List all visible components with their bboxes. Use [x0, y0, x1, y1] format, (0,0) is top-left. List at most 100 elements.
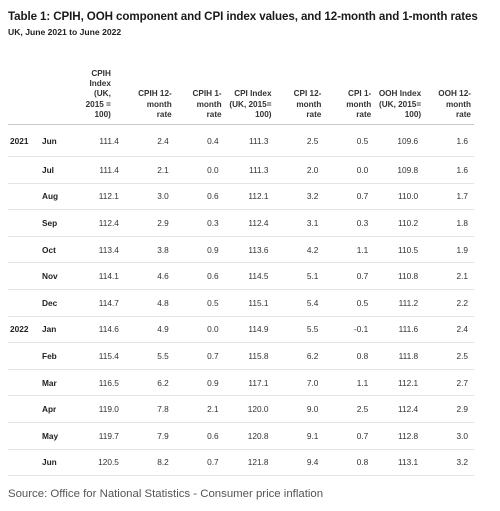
column-header: CPIH 12- month rate: [124, 58, 175, 125]
column-header-line: 100): [404, 109, 422, 119]
value-cell: 0.6: [174, 422, 225, 450]
value-cell: 115.8: [224, 342, 275, 370]
value-cell: 110.2: [374, 209, 425, 237]
source-note: Source: Office for National Statistics -…: [8, 488, 324, 500]
year-cell: 2022: [8, 315, 40, 344]
value-cell: 111.2: [374, 289, 425, 317]
value-cell: 111.3: [224, 124, 275, 157]
value-cell: 0.5: [324, 124, 375, 157]
value-cell: 112.1: [224, 183, 275, 211]
table-row: Jun 120.5 8.2 0.7 121.8 9.4 0.8 113.1 3.2: [8, 449, 474, 477]
month-cell: Mar: [40, 369, 75, 397]
column-header-line: (UK,: [94, 89, 111, 99]
year-cell: [8, 422, 40, 450]
column-header: CPIH 1- month rate: [174, 58, 225, 125]
table-row: Mar 116.5 6.2 0.9 117.1 7.0 1.1 112.1 2.7: [8, 369, 474, 397]
month-cell: Apr: [40, 395, 75, 423]
value-cell: 4.9: [124, 315, 175, 344]
value-cell: 0.0: [324, 156, 375, 184]
column-header-line: Index: [89, 79, 111, 89]
column-header-line: CPI 1-: [348, 89, 372, 99]
value-cell: 1.9: [424, 236, 474, 264]
header-month: [40, 58, 75, 125]
value-cell: 0.0: [174, 156, 225, 184]
value-cell: 2.4: [124, 124, 175, 157]
value-cell: 121.8: [224, 449, 275, 477]
table-row: Apr 119.0 7.8 2.1 120.0 9.0 2.5 112.4 2.9: [8, 395, 474, 423]
month-cell: Jul: [40, 156, 75, 184]
value-cell: 111.3: [224, 156, 275, 184]
value-cell: 2.7: [424, 369, 474, 397]
value-cell: 2.4: [424, 315, 474, 344]
value-cell: 7.9: [124, 422, 175, 450]
value-cell: 112.4: [374, 395, 425, 423]
value-cell: 112.1: [75, 183, 125, 211]
column-header-line: CPIH 1-: [192, 89, 222, 99]
value-cell: 114.5: [224, 262, 275, 290]
value-cell: 114.1: [75, 262, 125, 290]
value-cell: 3.2: [274, 183, 325, 211]
header-year: [8, 58, 40, 125]
value-cell: 0.8: [324, 342, 375, 370]
column-header-line: rate: [455, 109, 471, 119]
value-cell: 7.8: [124, 395, 175, 423]
column-header-line: CPI Index: [234, 89, 272, 99]
column-header: OOH 12- month rate: [424, 58, 474, 125]
table-row: Jul 111.4 2.1 0.0 111.3 2.0 0.0 109.8 1.6: [8, 156, 474, 184]
value-cell: 0.9: [174, 236, 225, 264]
value-cell: 2.5: [324, 395, 375, 423]
inflation-table: CPIH Index (UK, 2015 = 100) CPIH 12- month rate…: [8, 58, 474, 477]
year-cell: [8, 369, 40, 397]
value-cell: 120.8: [224, 422, 275, 450]
value-cell: 0.6: [174, 183, 225, 211]
value-cell: 109.8: [374, 156, 425, 184]
column-header: CPI 12- month rate: [274, 58, 325, 125]
value-cell: 114.7: [75, 289, 125, 317]
year-cell: [8, 449, 40, 477]
value-cell: 119.0: [75, 395, 125, 423]
year-cell: 2021: [8, 124, 40, 157]
value-cell: 7.0: [274, 369, 325, 397]
value-cell: 112.4: [75, 209, 125, 237]
column-header-line: 2015 =: [85, 99, 111, 109]
table-row: 2021 Jun 111.4 2.4 0.4 111.3 2.5 0.5 109.6 1.6: [8, 124, 474, 157]
year-cell: [8, 209, 40, 237]
month-cell: Dec: [40, 289, 75, 317]
value-cell: 9.0: [274, 395, 325, 423]
table-row: Feb 115.4 5.5 0.7 115.8 6.2 0.8 111.8 2.5: [8, 342, 474, 370]
value-cell: 3.8: [124, 236, 175, 264]
value-cell: 2.5: [274, 124, 325, 157]
column-header-line: CPIH: [91, 68, 111, 78]
table-row: May 119.7 7.9 0.6 120.8 9.1 0.7 112.8 3.0: [8, 422, 474, 450]
year-cell: [8, 156, 40, 184]
value-cell: 4.6: [124, 262, 175, 290]
value-cell: 0.5: [174, 289, 225, 317]
value-cell: 114.9: [224, 315, 275, 344]
column-header-line: month: [346, 99, 372, 109]
value-cell: 117.1: [224, 369, 275, 397]
value-cell: -0.1: [324, 315, 375, 344]
value-cell: 111.4: [75, 156, 125, 184]
value-cell: 116.5: [75, 369, 125, 397]
value-cell: 0.7: [324, 422, 375, 450]
year-cell: [8, 395, 40, 423]
value-cell: 1.6: [424, 156, 474, 184]
column-header-line: OOH Index: [378, 89, 422, 99]
column-header-line: 100): [255, 109, 272, 119]
value-cell: 3.1: [274, 209, 325, 237]
month-cell: Nov: [40, 262, 75, 290]
year-cell: [8, 236, 40, 264]
column-header-line: rate: [306, 109, 322, 119]
value-cell: 1.8: [424, 209, 474, 237]
column-header: OOH Index (UK, 2015= 100): [374, 58, 425, 125]
value-cell: 113.6: [224, 236, 275, 264]
value-cell: 2.1: [424, 262, 474, 290]
column-header-line: rate: [156, 109, 172, 119]
value-cell: 115.4: [75, 342, 125, 370]
value-cell: 2.0: [274, 156, 325, 184]
table-title: Table 1: CPIH, OOH component and CPI ind…: [8, 10, 478, 23]
table-row: Aug 112.1 3.0 0.6 112.1 3.2 0.7 110.0 1.7: [8, 183, 474, 211]
value-cell: 114.6: [75, 315, 125, 344]
value-cell: 2.9: [424, 395, 474, 423]
